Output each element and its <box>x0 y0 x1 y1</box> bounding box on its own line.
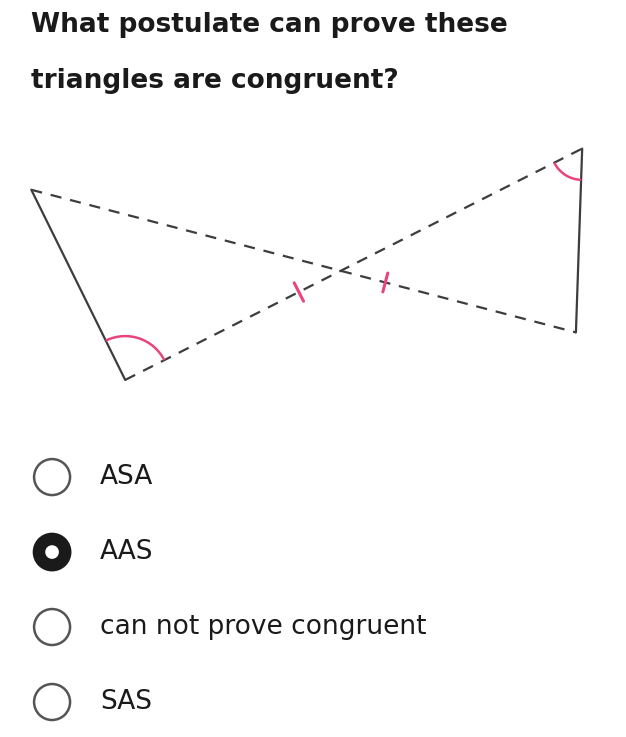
Text: triangles are congruent?: triangles are congruent? <box>31 69 399 94</box>
Text: AAS: AAS <box>100 539 153 565</box>
Text: What postulate can prove these: What postulate can prove these <box>31 12 508 38</box>
Text: SAS: SAS <box>100 689 152 715</box>
Circle shape <box>45 545 59 559</box>
Circle shape <box>34 534 70 570</box>
Text: can not prove congruent: can not prove congruent <box>100 614 426 640</box>
Text: ASA: ASA <box>100 464 153 490</box>
